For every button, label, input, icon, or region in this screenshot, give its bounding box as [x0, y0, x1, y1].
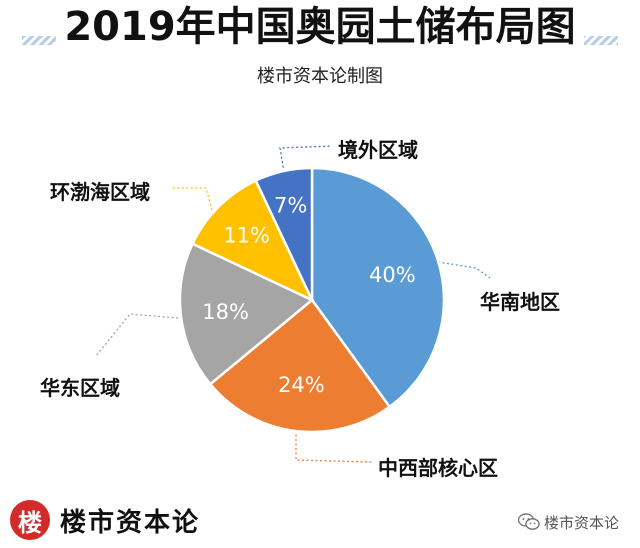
leader-bohai	[172, 187, 213, 211]
wechat-watermark: 楼市资本论	[518, 510, 619, 534]
slice-bohai	[190, 178, 315, 303]
value-label-south-china: 40%	[369, 263, 416, 287]
wechat-account-name: 楼市资本论	[544, 513, 620, 532]
chart-title: 2019年中国奥园土储布局图	[0, 2, 640, 52]
slice-east-china	[178, 242, 315, 386]
value-label-bohai: 11%	[223, 224, 270, 248]
legend-label-east-china: 华东区域	[40, 376, 120, 400]
chart-subtitle: 楼市资本论制图	[257, 66, 383, 87]
value-label-overseas: 7%	[274, 194, 307, 218]
brand-block: 楼 楼市资本论	[10, 500, 200, 540]
leader-central-west	[295, 430, 373, 463]
value-label-east-china: 18%	[202, 300, 249, 324]
brand-name: 楼市资本论	[60, 507, 201, 538]
slice-south-china	[310, 166, 446, 409]
leader-overseas	[279, 145, 333, 173]
brand-logo: 楼	[10, 500, 50, 540]
legend-label-bohai: 环渤海区域	[50, 180, 150, 204]
legend-label-south-china: 华南地区	[480, 290, 560, 314]
slice-overseas	[254, 166, 314, 301]
leader-east-china	[95, 313, 179, 357]
wechat-icon	[518, 513, 540, 530]
slice-central-west	[208, 298, 392, 434]
value-label-central-west: 24%	[278, 373, 325, 397]
legend-label-overseas: 境外区域	[338, 138, 418, 162]
legend-label-central-west: 中西部核心区	[378, 456, 498, 480]
leader-south-china	[437, 261, 491, 279]
